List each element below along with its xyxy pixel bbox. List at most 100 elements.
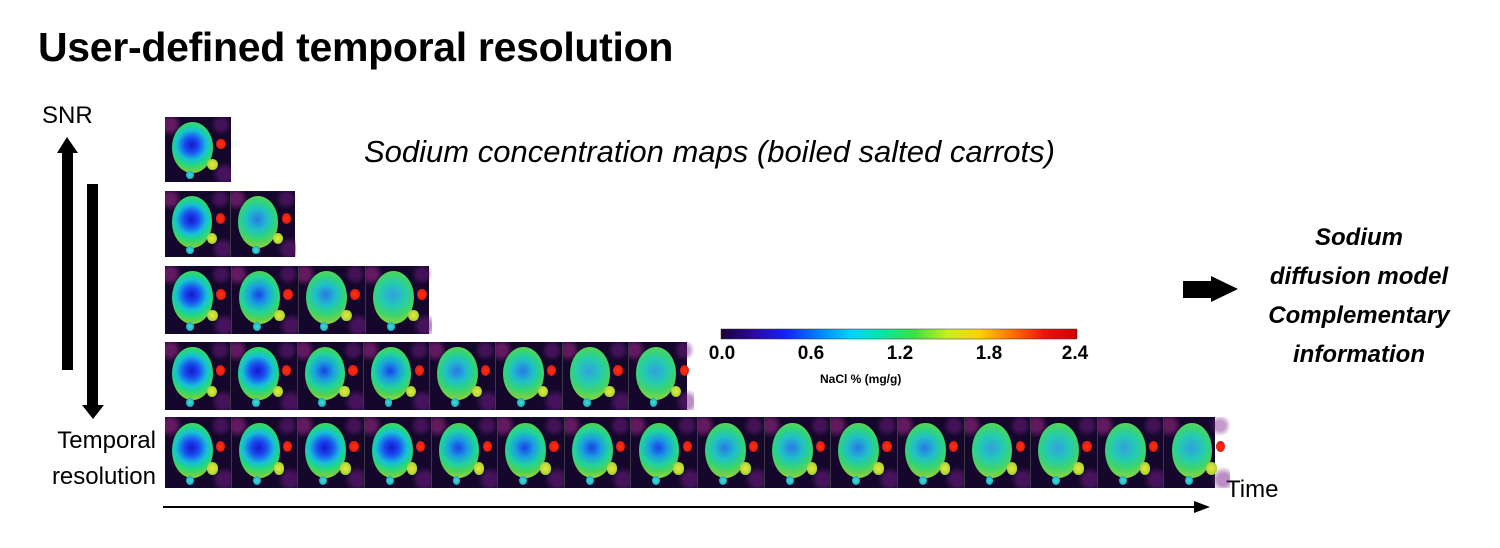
reference-tube-low [852,475,861,486]
map-frame [1164,417,1230,488]
map-frame [364,417,432,488]
reference-tube-mid [273,462,285,475]
temporal-resolution-label-line2: resolution [51,463,156,490]
map-frame [297,342,364,410]
reference-tube-high [949,441,959,453]
carrot-cross-section [305,422,347,479]
reference-tube-mid [540,462,551,475]
map-frame [298,417,365,488]
reference-tube-mid [670,385,681,398]
temporal-arrow-shaft [87,184,98,410]
carrot-cross-section [437,347,478,401]
reference-tube-low [785,475,794,486]
time-arrow-head [1194,501,1210,513]
map-frame [498,417,565,488]
side-text-line1: Sodium [1315,224,1403,251]
carrot-cross-section [304,347,346,401]
carrot-cross-section [239,271,281,325]
strip-1 [165,117,231,182]
reference-tube-high [417,289,427,300]
reference-tube-low [719,475,727,486]
reference-tube-high [216,289,226,300]
carrot-cross-section [705,422,746,479]
reference-tube-low [519,475,527,486]
map-frame [232,266,299,334]
reference-tube-low [985,475,994,486]
reference-tube-mid [1006,462,1017,475]
reference-tube-mid [206,385,218,398]
map-frame [562,342,629,410]
carrot-cross-section [306,271,348,325]
map-frame [231,417,299,488]
reference-tube-mid [274,309,285,322]
map-frame [431,417,499,488]
map-frame [764,417,832,488]
carrot-cross-section [372,422,413,479]
reference-tube-high [679,365,689,376]
carrot-cross-section [438,422,480,479]
map-frame [628,342,694,410]
side-text-line2: diffusion model [1269,263,1449,290]
strip-2 [165,191,296,257]
carrot-cross-section [238,347,279,401]
reference-tube-low [385,475,394,486]
reference-tube-mid [341,309,352,322]
reference-tube-high [815,441,825,453]
carrot-cross-section [569,347,611,401]
reference-tube-low [251,245,260,255]
map-frame [1031,417,1098,488]
snr-arrow-shaft [62,152,73,370]
reference-tube-high [1082,441,1092,453]
reference-tube-low [320,322,329,332]
map-frame [897,417,965,488]
reference-tube-low [1185,475,1194,486]
map-frame [631,417,698,488]
reference-tube-mid [405,385,416,398]
carrot-cross-section [1171,422,1213,479]
reference-tube-mid [273,385,284,398]
side-text: Sodium diffusion model Complementary inf… [1220,218,1498,374]
carrot-cross-section [370,347,412,401]
colorbar [720,328,1078,340]
reference-tube-low [452,475,461,486]
strip-4 [165,342,694,410]
reference-tube-mid [806,462,818,475]
reference-tube-mid [473,462,484,475]
side-text-line3: Complementary [1268,302,1450,329]
reference-tube-high [216,139,226,150]
carrot-cross-section [172,271,214,325]
map-frame [165,266,232,334]
side-text-line4: information [1293,341,1425,368]
carrot-cross-section [505,422,547,479]
carrot-cross-section [503,347,544,401]
reference-tube-low [583,398,592,408]
reference-tube-mid [207,309,218,322]
reference-tube-low [185,245,194,255]
reference-tube-mid [408,309,419,322]
strip-3 [165,266,432,334]
colorbar-tick-0: 0.0 [708,343,736,364]
reference-tube-mid [207,158,218,170]
reference-tube-mid [538,385,549,398]
colorbar-tick-3: 1.8 [975,343,1003,364]
carrot-cross-section [172,422,213,479]
page-title: User-defined temporal resolution [38,24,674,70]
reference-tube-mid [206,233,217,245]
reference-tube-low [450,398,459,408]
carrot-cross-section [771,422,813,479]
reference-tube-high [416,441,426,453]
reference-tube-low [252,475,261,486]
map-frame [964,417,1032,488]
reference-tube-low [652,475,661,486]
carrot-cross-section [638,422,680,479]
reference-tube-low [1052,475,1060,486]
reference-tube-high [1215,441,1225,453]
map-frame [165,191,231,257]
carrot-cross-section [172,347,213,401]
carrot-cross-section [971,422,1013,479]
reference-tube-high [547,365,557,376]
reference-tube-high [215,365,226,376]
reference-tube-low [649,398,658,408]
temporal-arrow-head [82,405,104,419]
carrot-cross-section [1104,422,1146,479]
